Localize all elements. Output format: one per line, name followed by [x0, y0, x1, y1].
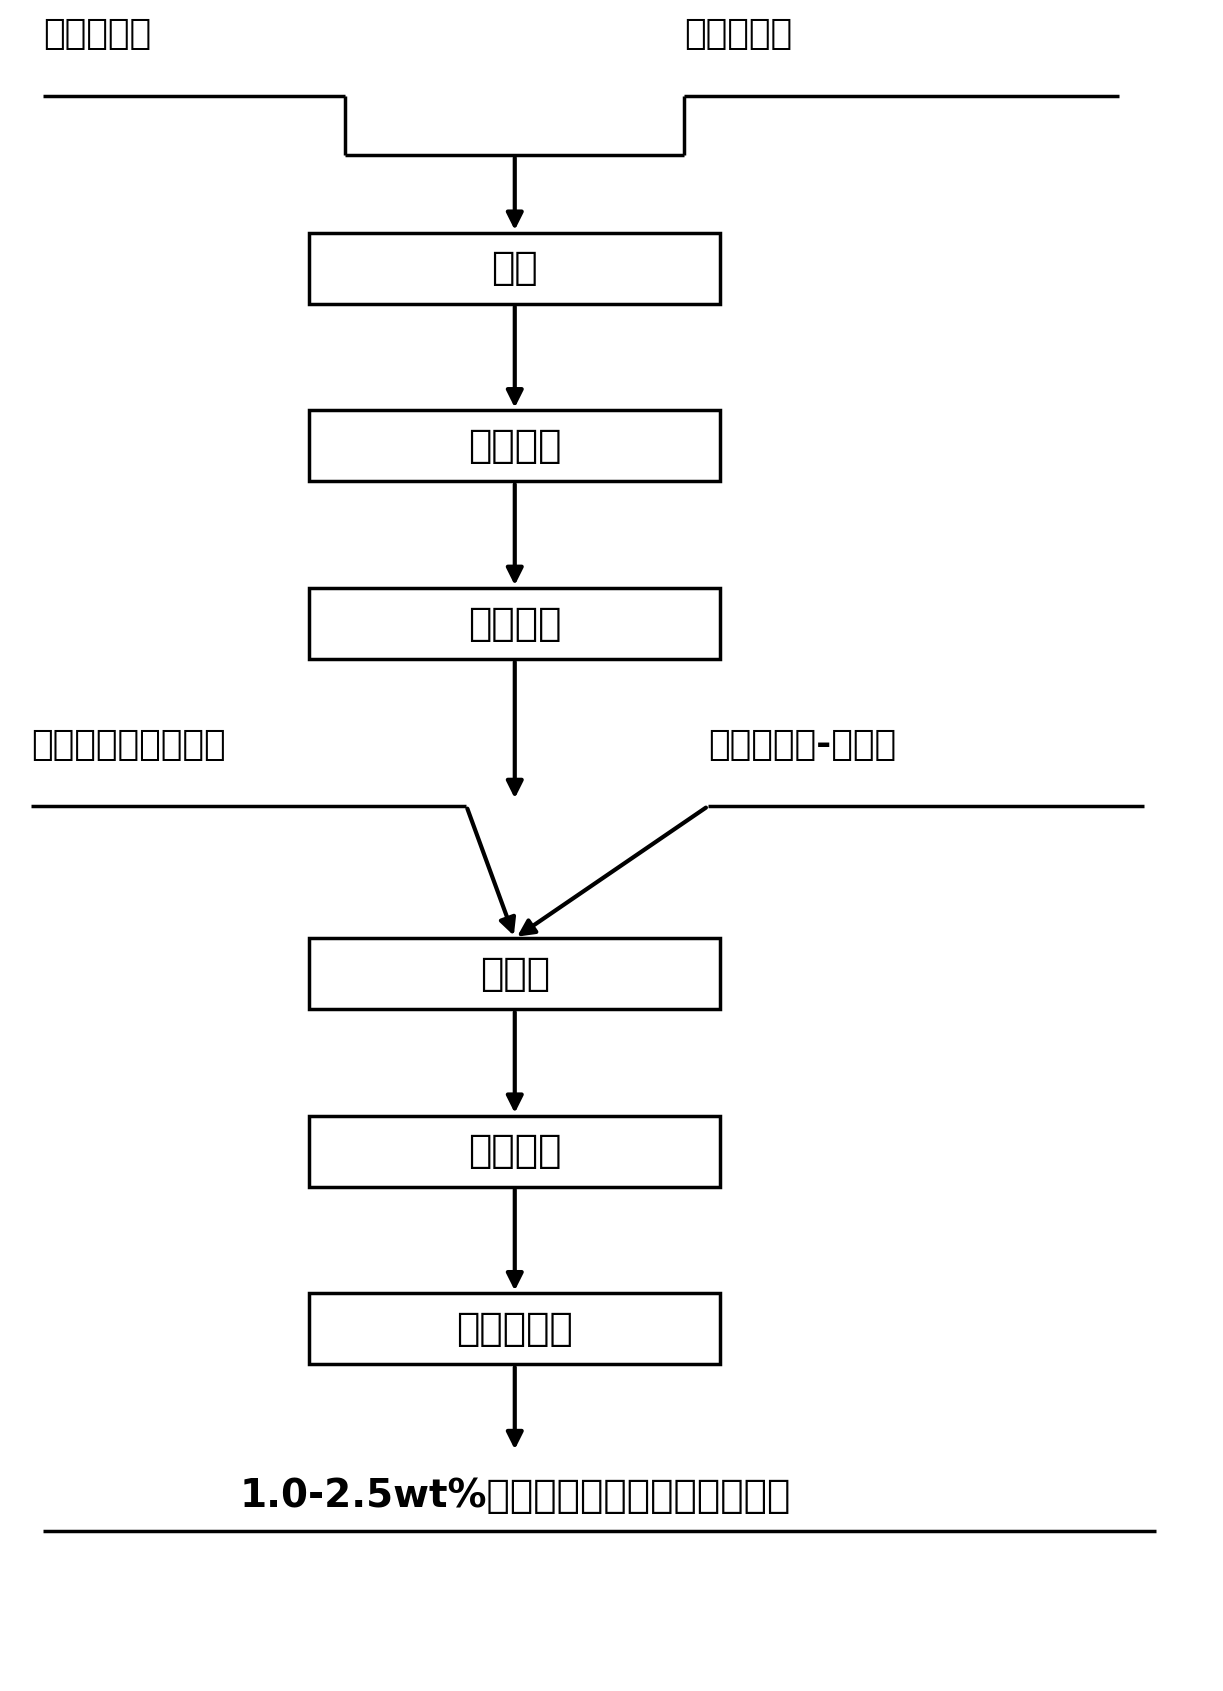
Bar — [309, 411, 720, 482]
Bar — [309, 588, 720, 659]
Text: 醒酸钒乙醇-水溶液: 醒酸钒乙醇-水溶液 — [708, 727, 896, 761]
Text: 雾化干燥: 雾化干燥 — [468, 426, 561, 465]
Text: 再浸渍: 再浸渍 — [479, 955, 550, 993]
Text: 氯化钒溶液: 氯化钒溶液 — [684, 17, 793, 51]
Bar — [309, 939, 720, 1010]
Text: 1.0-2.5wt%石墨烯负载钒纳米颗粒催化剑: 1.0-2.5wt%石墨烯负载钒纳米颗粒催化剑 — [238, 1476, 790, 1515]
Text: 化学还原: 化学还原 — [468, 1133, 561, 1170]
Text: 分离、干燥: 分离、干燥 — [456, 1311, 574, 1348]
Text: 氧化石墨烯: 氧化石墨烯 — [43, 17, 152, 51]
Text: 负载钒的石墨烯粉末: 负载钒的石墨烯粉末 — [31, 727, 226, 761]
Text: 浸渍: 浸渍 — [492, 249, 538, 287]
Bar — [309, 1116, 720, 1187]
Bar — [309, 233, 720, 304]
Text: 高温还原: 高温还原 — [468, 604, 561, 643]
Bar — [309, 1294, 720, 1365]
